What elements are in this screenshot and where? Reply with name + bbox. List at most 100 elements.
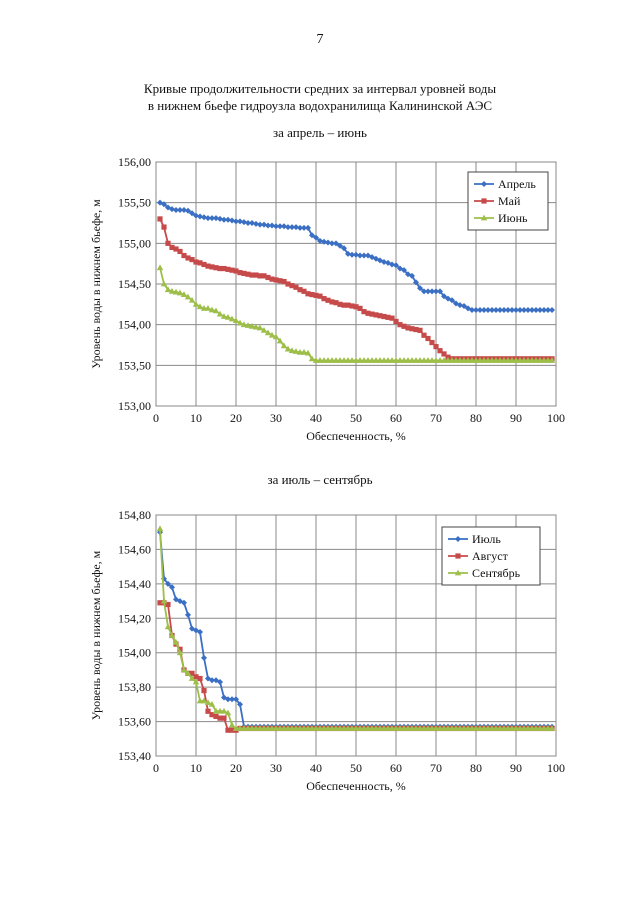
chart-1-series-2-point xyxy=(361,309,367,315)
chart-1-y-tick-label: 155,50 xyxy=(118,196,151,210)
chart-1-series-2-point xyxy=(209,264,215,270)
chart-1-y-tick-label: 155,00 xyxy=(118,236,151,250)
chart-1-series-3-point xyxy=(196,303,204,310)
chart-1-x-tick-label: 30 xyxy=(270,411,282,425)
chart-1-series-1-point xyxy=(229,217,235,224)
chart-1-legend-marker-3 xyxy=(480,214,488,221)
chart-1-series-1-point xyxy=(189,210,195,217)
chart-1-series-2-point xyxy=(317,293,323,299)
chart-2-series-2-point xyxy=(193,674,199,680)
chart-1-series-1-point xyxy=(373,255,379,262)
chart-1-series-1-point xyxy=(197,213,203,220)
chart-1-series-1-point xyxy=(537,307,543,314)
chart-2-series-3-point xyxy=(536,725,544,731)
chart-1-series-3-point xyxy=(272,333,280,340)
chart-1-series-3-point xyxy=(308,355,316,362)
chart-1-series-2-point xyxy=(177,248,183,255)
chart-1-x-tick-label: 40 xyxy=(310,411,322,425)
chart-1-series-3-point xyxy=(172,288,180,295)
chart-1-x-tick-label: 50 xyxy=(350,411,362,425)
chart-2-series-2-point xyxy=(197,675,203,682)
chart-1-series-3-point xyxy=(300,348,308,355)
chart-2-series-3-point xyxy=(508,725,516,731)
chart-2-x-tick-label: 80 xyxy=(470,761,482,775)
chart-1-series-2-point xyxy=(229,267,235,273)
chart-2-series-1-point xyxy=(169,584,175,591)
chart-2-series-3-point xyxy=(184,669,192,676)
chart-1-series-1-point xyxy=(253,220,259,227)
chart-1-series-3-point xyxy=(548,357,556,363)
chart-1-series-2-point xyxy=(301,288,307,294)
chart-2-series-2-point xyxy=(225,727,231,733)
chart-1-series-2-point xyxy=(389,315,395,321)
chart-2-series-3-point xyxy=(512,725,520,731)
chart-2-series-2-point xyxy=(205,708,211,714)
chart-1-series-2-point xyxy=(417,327,423,333)
chart-1-x-tick-label: 0 xyxy=(153,411,159,425)
chart-1-x-tick-label: 10 xyxy=(190,411,202,425)
chart-1-series-2-point xyxy=(305,291,311,297)
chart-2-series-3-point xyxy=(196,697,204,704)
chart-1-y-tick-label: 153,00 xyxy=(118,399,151,413)
chart-1-series-3-point xyxy=(156,264,164,271)
chart-1-series-3-point xyxy=(216,310,224,317)
chart-1-series-1-point xyxy=(269,222,275,229)
chart-1-series-2-point xyxy=(321,296,327,302)
chart-1-series-1 xyxy=(157,199,555,314)
chart-1-series-1-point xyxy=(421,288,427,295)
chart-1-series-1-point xyxy=(161,201,167,208)
chart-2-series-1-point xyxy=(209,677,215,684)
chart-1-series-3-point xyxy=(220,313,228,319)
chart-1-series-1-point xyxy=(245,220,251,226)
chart-2-series-2-point xyxy=(209,712,215,718)
chart-1-series-2-point xyxy=(197,260,203,266)
chart-2-series-3-point xyxy=(220,707,228,714)
chart-1-series-1-point xyxy=(457,302,463,309)
chart-1-series-2-point xyxy=(341,302,347,308)
chart-2-legend-label-2: Август xyxy=(472,549,509,563)
chart-1-series-1-point xyxy=(489,307,495,314)
chart-1-series-3-point xyxy=(264,329,272,336)
chart-1-series-1-point xyxy=(429,288,435,295)
chart-1-series-1-point xyxy=(529,307,535,314)
chart-1-series-1-point xyxy=(521,307,527,314)
chart-1-series-3-point xyxy=(296,348,304,355)
chart-1-series-3-point xyxy=(528,357,536,363)
chart-2-series-1-point xyxy=(229,696,235,703)
chart-1-series-1-point xyxy=(393,262,399,269)
chart-1-series-3-point xyxy=(324,357,332,363)
chart-1-series-2-point xyxy=(357,305,363,311)
chart-2-series-2-point xyxy=(189,670,195,676)
chart-1-series-1-point xyxy=(205,215,211,222)
chart-2-x-tick-label: 100 xyxy=(547,761,565,775)
chart-1-y-axis-label: Уровень воды в нижнем бьефе, м xyxy=(89,199,103,369)
chart-1-series-2-point xyxy=(281,278,287,285)
chart-1-series-2-point xyxy=(157,216,163,222)
chart-1-series-1-point xyxy=(441,293,447,300)
chart-1-series-3-point xyxy=(524,357,532,363)
chart-2-series-2-point xyxy=(201,687,207,694)
chart-1-series-1-point xyxy=(329,240,335,247)
chart-1-series-1-point xyxy=(157,199,163,206)
chart-1-series-3-point xyxy=(516,357,524,363)
chart-1-series-1-point xyxy=(381,259,387,266)
chart-1-series-2-point xyxy=(189,257,195,263)
chart-2-series-3-point xyxy=(212,707,220,714)
chart-2-x-tick-label: 90 xyxy=(510,761,522,775)
chart-1-legend-label-3: Июнь xyxy=(498,211,528,225)
chart-1-series-2-point xyxy=(369,311,375,317)
chart-2-x-tick-label: 40 xyxy=(310,761,322,775)
chart-1-series-2-point xyxy=(437,348,443,354)
chart-2-series-3-point xyxy=(200,697,208,704)
chart-1-series-1-point xyxy=(233,218,239,225)
chart-1-x-tick-label: 70 xyxy=(430,411,442,425)
chart-2-series-1-point xyxy=(165,580,171,587)
chart-2-x-tick-label: 0 xyxy=(153,761,159,775)
chart-1-series-2-point xyxy=(329,299,335,305)
chart-2-y-tick-label: 154,00 xyxy=(118,646,151,660)
chart-1-series-1-point xyxy=(177,206,183,213)
chart-1-series-1-point xyxy=(449,297,455,304)
chart-1-series-2-point xyxy=(373,312,379,318)
chart-1-series-1-point xyxy=(333,240,339,247)
chart-2-series-3-point xyxy=(524,725,532,731)
